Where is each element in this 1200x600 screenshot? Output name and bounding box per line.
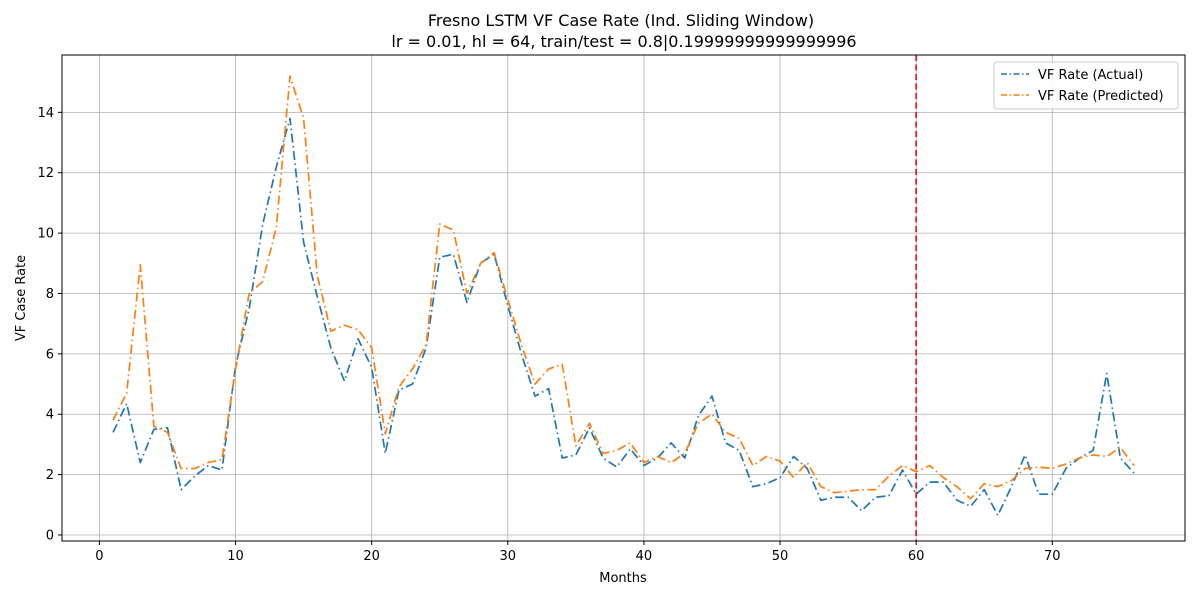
x-tick-label: 60 [908,549,925,564]
series-layer [112,75,1135,517]
y-axis-label: VF Case Rate [14,255,29,341]
series-line-actual [112,117,1135,517]
grid [62,55,1185,541]
x-tick-label: 70 [1044,549,1061,564]
y-tick-label: 2 [46,468,54,483]
y-tick-label: 10 [37,227,54,242]
x-tick-label: 0 [95,549,103,564]
x-tick-label: 20 [363,549,380,564]
x-axis-ticks: 0 10 20 30 40 50 60 70 [95,541,1061,564]
x-tick-label: 10 [227,549,244,564]
legend-box [993,61,1179,110]
plot-frame [61,54,1186,542]
x-tick-label: 30 [500,549,517,564]
y-tick-label: 12 [37,166,54,181]
legend-label-actual: VF Rate (Actual) [1038,68,1143,83]
chart-title: Fresno LSTM VF Case Rate (Ind. Sliding W… [428,11,814,30]
legend-label-predicted: VF Rate (Predicted) [1038,89,1164,104]
y-tick-label: 6 [46,347,54,362]
x-tick-label: 50 [772,549,789,564]
x-axis-label: Months [599,571,647,586]
y-tick-label: 0 [46,528,54,543]
chart-subtitle: lr = 0.01, hl = 64, train/test = 0.8|0.1… [391,32,856,51]
y-tick-label: 14 [37,106,54,121]
y-tick-label: 8 [46,287,54,302]
legend: VF Rate (Actual) VF Rate (Predicted) [993,61,1179,110]
x-tick-label: 40 [636,549,653,564]
series-line-predicted [112,75,1135,500]
y-axis-ticks: 0 2 4 6 8 10 12 14 [37,106,62,543]
y-tick-label: 4 [46,408,54,423]
